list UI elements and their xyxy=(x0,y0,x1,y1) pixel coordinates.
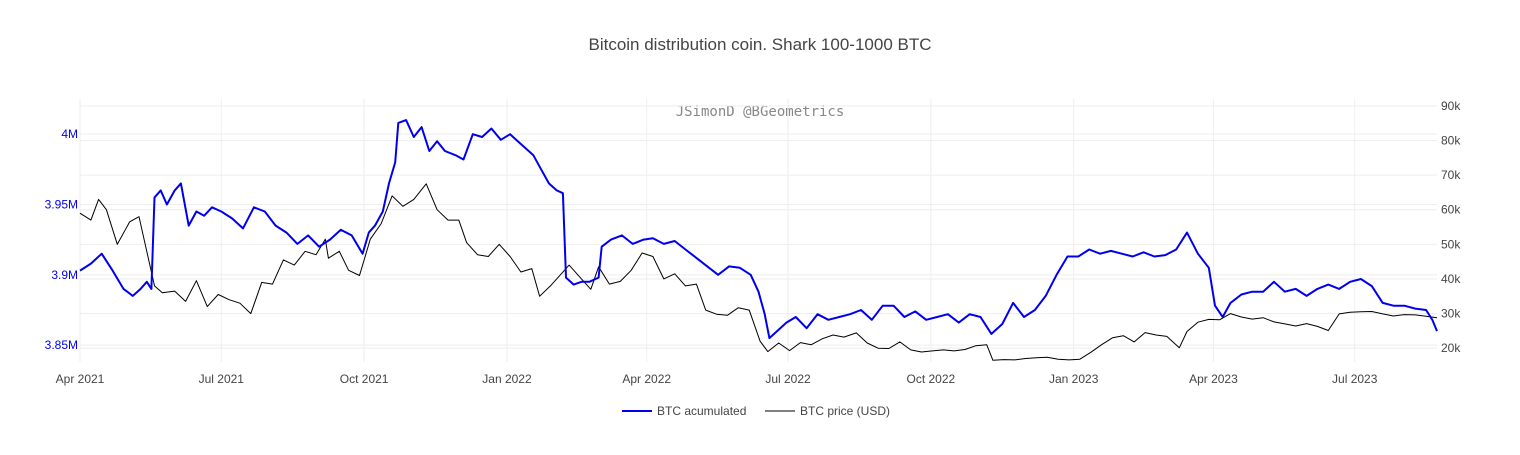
grid-layer xyxy=(79,99,1437,362)
x-tick-label: Oct 2022 xyxy=(906,372,955,386)
x-tick-label: Jan 2022 xyxy=(482,372,532,386)
y-right-tick-label: 60k xyxy=(1441,203,1461,217)
y-right-tick-label: 80k xyxy=(1441,134,1461,148)
x-tick-label: Apr 2022 xyxy=(622,372,671,386)
x-tick-label: Jul 2023 xyxy=(1332,372,1378,386)
chart-title: Bitcoin distribution coin. Shark 100-100… xyxy=(588,35,931,54)
legend: BTC acumulated BTC price (USD) xyxy=(622,404,890,418)
legend-item-btc-price[interactable]: BTC price (USD) xyxy=(765,404,890,418)
y-right-tick-label: 40k xyxy=(1441,272,1461,286)
y-left-tick-label: 4M xyxy=(61,127,78,141)
y-left-tick-label: 3.85M xyxy=(45,338,78,352)
legend-item-btc-accumulated[interactable]: BTC acumulated xyxy=(622,404,746,418)
x-tick-label: Apr 2023 xyxy=(1189,372,1238,386)
y-right-tick-label: 20k xyxy=(1441,341,1461,355)
series-line-btc-accumulated[interactable] xyxy=(79,119,1438,340)
y-right-tick-label: 90k xyxy=(1441,99,1461,113)
series-line-btc-price[interactable] xyxy=(79,183,1438,361)
legend-label-btc-accumulated: BTC acumulated xyxy=(657,404,746,418)
series-layer xyxy=(79,119,1438,361)
y-right-tick-label: 50k xyxy=(1441,237,1461,251)
x-tick-label: Jan 2023 xyxy=(1049,372,1099,386)
y-right-tick-label: 70k xyxy=(1441,168,1461,182)
y-right-tick-label: 30k xyxy=(1441,307,1461,321)
x-tick-label: Oct 2021 xyxy=(340,372,389,386)
axis-layer: Apr 2021 Jul 2021 Oct 2021 Jan 2022 Apr 2022… xyxy=(45,99,1462,386)
chart-watermark: JSimonD @BGeometrics xyxy=(676,104,845,120)
y-left-tick-label: 3.95M xyxy=(45,197,78,211)
x-tick-label: Apr 2021 xyxy=(56,372,105,386)
legend-label-btc-price: BTC price (USD) xyxy=(800,404,890,418)
y-left-tick-label: 3.9M xyxy=(51,268,78,282)
x-tick-label: Jul 2021 xyxy=(199,372,245,386)
x-tick-label: Jul 2022 xyxy=(765,372,811,386)
